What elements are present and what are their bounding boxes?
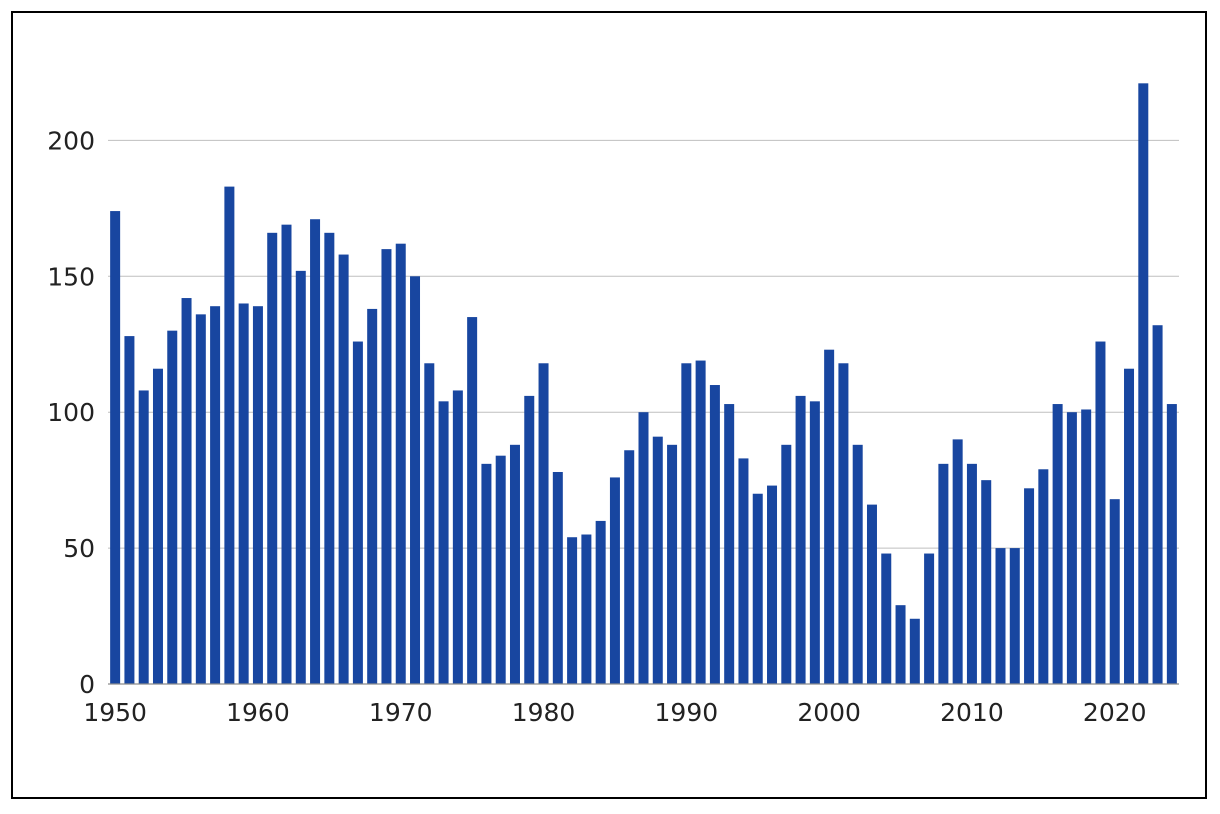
bar-1989: [667, 444, 678, 684]
bar-1974: [452, 390, 463, 684]
bar-2007: [924, 553, 935, 684]
bar-1976: [481, 463, 492, 684]
y-tick-label-200: 200: [47, 126, 95, 155]
bar-2017: [1066, 412, 1077, 684]
bar-2001: [838, 363, 849, 684]
x-tick-labels: 1950 1960 1970 1980 1990 2000 2010 2020: [83, 698, 1146, 727]
bar-1988: [652, 436, 663, 684]
bar-1996: [767, 485, 778, 684]
bar-1978: [509, 444, 520, 684]
bar-2009: [952, 439, 963, 684]
bar-2016: [1052, 404, 1063, 684]
y-tick-labels: 0 50 100 150 200: [47, 126, 95, 699]
bar-1981: [552, 471, 563, 684]
bar-2019: [1095, 341, 1106, 684]
bar-1971: [410, 276, 421, 684]
bar-1997: [781, 444, 792, 684]
bar-2013: [1009, 548, 1020, 684]
x-tick-label-2010: 2010: [940, 698, 1004, 727]
bar-1990: [681, 363, 692, 684]
bar-2023: [1152, 325, 1163, 684]
x-tick-label-2020: 2020: [1083, 698, 1147, 727]
bar-1953: [152, 368, 163, 684]
bar-1959: [238, 303, 249, 684]
bar-1954: [167, 330, 178, 684]
bar-1970: [395, 243, 406, 684]
bar-2006: [909, 618, 920, 684]
bar-1968: [367, 308, 378, 684]
bar-1987: [638, 412, 649, 684]
x-tick-label-1990: 1990: [655, 698, 719, 727]
bar-2005: [895, 605, 906, 684]
bar-1969: [381, 249, 392, 684]
bar-1975: [467, 317, 478, 684]
bar-1965: [324, 232, 335, 684]
bar-1984: [595, 520, 606, 684]
bar-1963: [295, 270, 306, 684]
bar-1956: [195, 314, 206, 684]
bar-1966: [338, 254, 349, 684]
bar-1962: [281, 224, 292, 684]
bar-2002: [852, 444, 863, 684]
bar-2018: [1081, 409, 1092, 684]
bar-2015: [1038, 469, 1049, 684]
bar-2008: [938, 463, 949, 684]
bar-2014: [1024, 488, 1035, 684]
bar-1985: [609, 477, 620, 684]
bar-chart: 0 50 100 150 200 1950 1960 1970 1980 1990 2000 201…: [47, 83, 1179, 727]
bar-1960: [252, 306, 263, 684]
bars: [110, 83, 1177, 685]
bar-1973: [438, 401, 449, 684]
bar-2000: [824, 349, 835, 684]
bar-1995: [752, 493, 763, 684]
x-tick-label-1980: 1980: [512, 698, 576, 727]
chart-frame: 0 50 100 150 200 1950 1960 1970 1980 1990 2000 201…: [11, 11, 1207, 799]
bar-2004: [881, 553, 892, 684]
bar-1952: [138, 390, 149, 684]
bar-1982: [567, 537, 578, 684]
bar-1994: [738, 458, 749, 684]
bar-1986: [624, 450, 635, 684]
bar-2012: [995, 548, 1006, 684]
bar-1999: [809, 401, 820, 684]
bar-1993: [724, 404, 735, 684]
bar-2003: [866, 504, 877, 684]
bar-1957: [210, 306, 221, 684]
y-tick-label-100: 100: [47, 398, 95, 427]
bar-1951: [124, 336, 135, 684]
x-tick-label-1950: 1950: [83, 698, 147, 727]
bar-1983: [581, 534, 592, 684]
bar-1955: [181, 298, 192, 684]
bar-1964: [310, 219, 321, 685]
bar-1998: [795, 395, 806, 684]
bar-1977: [495, 455, 506, 684]
bar-1961: [267, 232, 278, 684]
y-tick-label-0: 0: [79, 670, 95, 699]
bar-1979: [524, 395, 535, 684]
bar-2020: [1109, 499, 1120, 684]
bar-1991: [695, 360, 706, 684]
bar-1958: [224, 186, 235, 684]
bar-2022: [1138, 83, 1149, 684]
bar-2011: [981, 480, 992, 684]
bar-1980: [538, 363, 549, 684]
bar-2021: [1124, 368, 1135, 684]
x-tick-label-1960: 1960: [226, 698, 290, 727]
bar-1950: [110, 211, 121, 684]
x-tick-label-1970: 1970: [369, 698, 433, 727]
y-tick-label-50: 50: [63, 534, 95, 563]
bar-1967: [352, 341, 363, 684]
bar-1992: [709, 385, 720, 684]
bar-2010: [966, 463, 977, 684]
bar-2024: [1166, 404, 1177, 684]
y-tick-label-150: 150: [47, 262, 95, 291]
x-tick-label-2000: 2000: [797, 698, 861, 727]
bar-1972: [424, 363, 435, 684]
